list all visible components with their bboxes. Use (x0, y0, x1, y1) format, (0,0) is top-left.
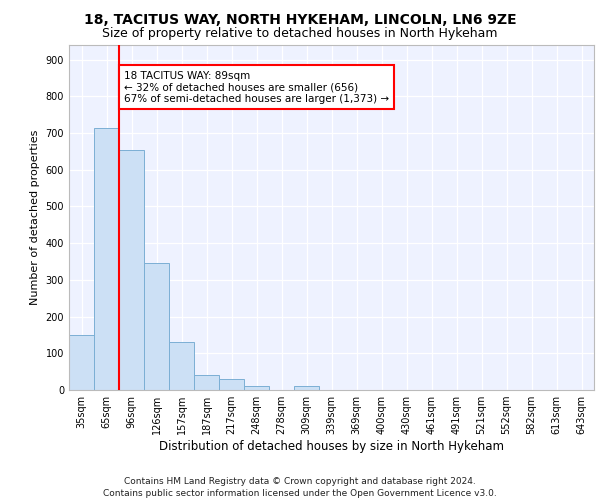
Bar (119, 150, 144, 390)
Bar (194, 376, 219, 390)
Text: Size of property relative to detached houses in North Hykeham: Size of property relative to detached ho… (102, 28, 498, 40)
Text: Contains HM Land Registry data © Crown copyright and database right 2024.
Contai: Contains HM Land Registry data © Crown c… (103, 476, 497, 498)
Y-axis label: Number of detached properties: Number of detached properties (30, 130, 40, 305)
X-axis label: Distribution of detached houses by size in North Hykeham: Distribution of detached houses by size … (159, 440, 504, 453)
Bar (169, 342, 194, 390)
Bar (244, 386, 269, 390)
Text: 18 TACITUS WAY: 89sqm
← 32% of detached houses are smaller (656)
67% of semi-det: 18 TACITUS WAY: 89sqm ← 32% of detached … (124, 70, 389, 104)
Bar (69, 335, 94, 390)
Bar (94, 128, 119, 390)
Bar (144, 264, 169, 390)
Bar (219, 379, 244, 390)
Text: 18, TACITUS WAY, NORTH HYKEHAM, LINCOLN, LN6 9ZE: 18, TACITUS WAY, NORTH HYKEHAM, LINCOLN,… (83, 12, 517, 26)
Bar (294, 386, 319, 390)
